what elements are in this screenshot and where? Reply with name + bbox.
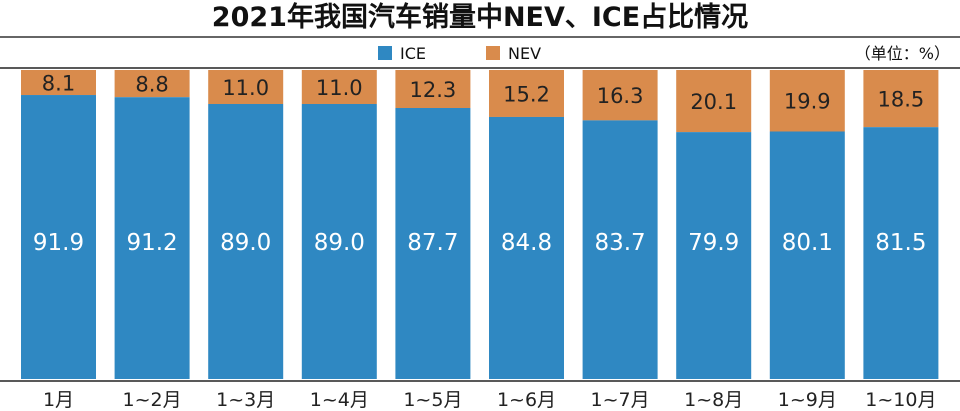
data-label-ice: 87.7 <box>407 230 458 256</box>
legend-label-ice: ICE <box>400 44 426 63</box>
x-tick-label: 1~6月 <box>497 389 556 411</box>
data-label-nev: 8.1 <box>42 72 75 96</box>
x-tick-label: 1~9月 <box>778 389 837 411</box>
unit-label: （单位：%） <box>855 44 950 63</box>
bar-ice <box>489 116 564 379</box>
legend-label-nev: NEV <box>508 44 541 63</box>
bar-ice <box>395 108 471 379</box>
x-tick-label: 1~2月 <box>123 389 182 411</box>
data-label-ice: 89.0 <box>220 230 271 256</box>
x-axis-labels: 1月 1~2月 1~3月 1~4月 1~5月 1~6月 1~7月 1~8月 1~9月 1~10月 <box>43 389 937 411</box>
bar-ice <box>208 103 284 380</box>
legend: ICE NEV <box>378 44 541 63</box>
bar-nev <box>208 70 284 104</box>
bar-nev <box>114 70 190 98</box>
chart-title: 2021年我国汽车销量中NEV、ICE占比情况 <box>211 2 749 33</box>
x-tick-label: 1~3月 <box>216 389 275 411</box>
bars-group: 8.1 91.9 8.8 91.2 11.0 89.0 11.0 89.0 12.3 87.7 15… <box>21 70 939 380</box>
x-tick-label: 1~10月 <box>865 389 936 411</box>
bar-nev <box>21 70 96 96</box>
bar-nev <box>489 70 564 117</box>
x-tick-label: 1~8月 <box>684 389 743 411</box>
data-label-ice: 89.0 <box>314 230 365 256</box>
bar-nev <box>769 70 845 132</box>
x-tick-label: 1月 <box>43 389 74 411</box>
data-label-nev: 19.9 <box>784 90 831 114</box>
bar-ice <box>21 95 96 380</box>
data-label-nev: 15.2 <box>503 82 550 106</box>
bar-nev <box>301 70 377 104</box>
bar-ice <box>114 97 190 379</box>
data-label-ice: 91.9 <box>33 230 84 256</box>
bar-nev <box>582 70 658 121</box>
bar-nev <box>676 70 752 133</box>
data-label-nev: 11.0 <box>316 76 363 100</box>
data-label-nev: 18.5 <box>878 88 925 112</box>
x-tick-label: 1~5月 <box>403 389 462 411</box>
bar-ice <box>863 127 939 379</box>
bar-ice <box>769 131 845 379</box>
data-label-nev: 16.3 <box>597 84 644 108</box>
data-label-ice: 91.2 <box>126 230 177 256</box>
bar-ice <box>301 103 377 380</box>
data-label-ice: 79.9 <box>688 230 739 256</box>
legend-swatch-ice <box>378 46 392 60</box>
x-tick-label: 1~7月 <box>591 389 650 411</box>
data-label-nev: 8.8 <box>135 73 168 97</box>
data-label-nev: 20.1 <box>690 90 737 114</box>
data-label-ice: 80.1 <box>782 230 833 256</box>
data-label-nev: 11.0 <box>222 76 269 100</box>
data-label-ice: 84.8 <box>501 230 552 256</box>
x-tick-label: 1~4月 <box>310 389 369 411</box>
data-label-nev: 12.3 <box>410 78 457 102</box>
bar-ice <box>676 132 752 379</box>
data-label-ice: 83.7 <box>594 230 645 256</box>
bar-ice <box>582 120 658 379</box>
bar-nev <box>863 70 939 128</box>
data-label-ice: 81.5 <box>875 230 926 256</box>
bar-nev <box>395 70 471 109</box>
legend-swatch-nev <box>486 46 500 60</box>
